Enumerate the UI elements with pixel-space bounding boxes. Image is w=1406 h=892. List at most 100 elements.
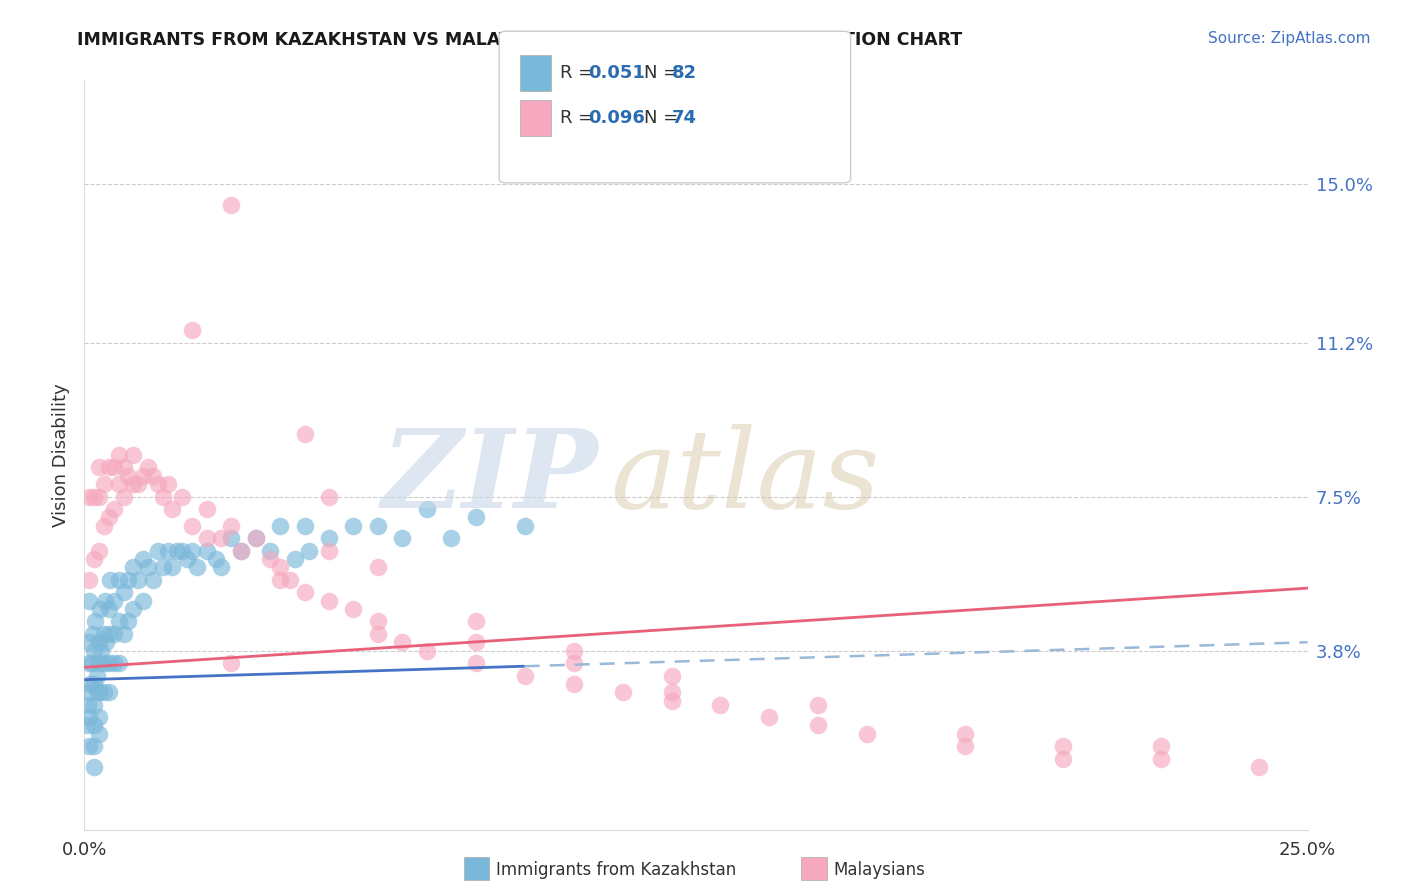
Point [90, 643, 112, 657]
Point [229, 543, 252, 558]
Point [97, 656, 120, 670]
Point [96, 635, 118, 649]
Point [318, 531, 340, 545]
Point [93, 518, 115, 533]
Point [77, 698, 100, 712]
Point [107, 615, 129, 629]
Text: IMMIGRANTS FROM KAZAKHSTAN VS MALAYSIAN VISION DISABILITY CORRELATION CHART: IMMIGRANTS FROM KAZAKHSTAN VS MALAYSIAN … [77, 31, 963, 49]
Point [162, 502, 184, 516]
Point [219, 656, 242, 670]
Point [661, 685, 683, 699]
Point [181, 543, 204, 558]
Point [162, 560, 184, 574]
Point [107, 656, 129, 670]
Point [83, 643, 105, 657]
Point [136, 460, 159, 475]
Text: ZIP: ZIP [381, 424, 598, 531]
Point [127, 477, 149, 491]
Point [953, 739, 976, 754]
Point [1052, 752, 1074, 766]
Text: N =: N = [644, 64, 683, 82]
Point [209, 560, 232, 574]
Point [172, 490, 194, 504]
Point [195, 531, 218, 545]
Point [86, 668, 108, 682]
Point [318, 543, 340, 558]
Point [79, 677, 101, 691]
Point [127, 573, 149, 587]
Point [93, 627, 115, 641]
Point [464, 615, 486, 629]
Point [98, 573, 121, 587]
Point [87, 656, 110, 670]
Point [77, 573, 100, 587]
Y-axis label: Vision Disability: Vision Disability [52, 383, 70, 527]
Point [298, 543, 321, 558]
Point [89, 602, 111, 616]
Point [132, 468, 155, 483]
Point [146, 477, 169, 491]
Point [107, 573, 129, 587]
Point [122, 448, 145, 462]
Point [245, 531, 267, 545]
Point [152, 560, 174, 574]
Point [83, 760, 105, 774]
Text: Malaysians: Malaysians [834, 861, 925, 879]
Point [97, 602, 120, 616]
Point [391, 635, 413, 649]
Point [391, 531, 413, 545]
Point [84, 615, 107, 629]
Point [284, 552, 307, 566]
Point [97, 460, 120, 475]
Point [87, 727, 110, 741]
Point [1247, 760, 1270, 774]
Point [107, 477, 129, 491]
Point [117, 468, 139, 483]
Point [166, 543, 188, 558]
Point [112, 490, 135, 504]
Point [103, 593, 125, 607]
Point [416, 643, 439, 657]
Point [83, 698, 105, 712]
Point [156, 543, 179, 558]
Text: R =: R = [560, 64, 599, 82]
Point [562, 656, 585, 670]
Point [219, 531, 242, 545]
Point [181, 518, 204, 533]
Point [440, 531, 463, 545]
Point [176, 552, 198, 566]
Point [87, 710, 110, 724]
Point [107, 448, 129, 462]
Point [103, 502, 125, 516]
Point [87, 543, 110, 558]
Point [83, 490, 105, 504]
Point [709, 698, 731, 712]
Point [562, 643, 585, 657]
Point [80, 656, 103, 670]
Point [294, 585, 316, 599]
Point [77, 635, 100, 649]
Text: N =: N = [644, 109, 683, 127]
Point [122, 560, 145, 574]
Point [318, 593, 340, 607]
Point [758, 710, 780, 724]
Point [513, 518, 536, 533]
Point [87, 460, 110, 475]
Point [93, 477, 115, 491]
Point [112, 627, 135, 641]
Point [103, 460, 125, 475]
Point [112, 585, 135, 599]
Point [152, 490, 174, 504]
Point [83, 677, 105, 691]
Point [245, 531, 267, 545]
Point [83, 718, 105, 732]
Point [367, 560, 389, 574]
Point [186, 560, 208, 574]
Point [562, 677, 585, 691]
Point [146, 543, 169, 558]
Point [77, 593, 100, 607]
Text: Source: ZipAtlas.com: Source: ZipAtlas.com [1208, 31, 1371, 46]
Point [93, 656, 115, 670]
Point [93, 685, 115, 699]
Point [367, 615, 389, 629]
